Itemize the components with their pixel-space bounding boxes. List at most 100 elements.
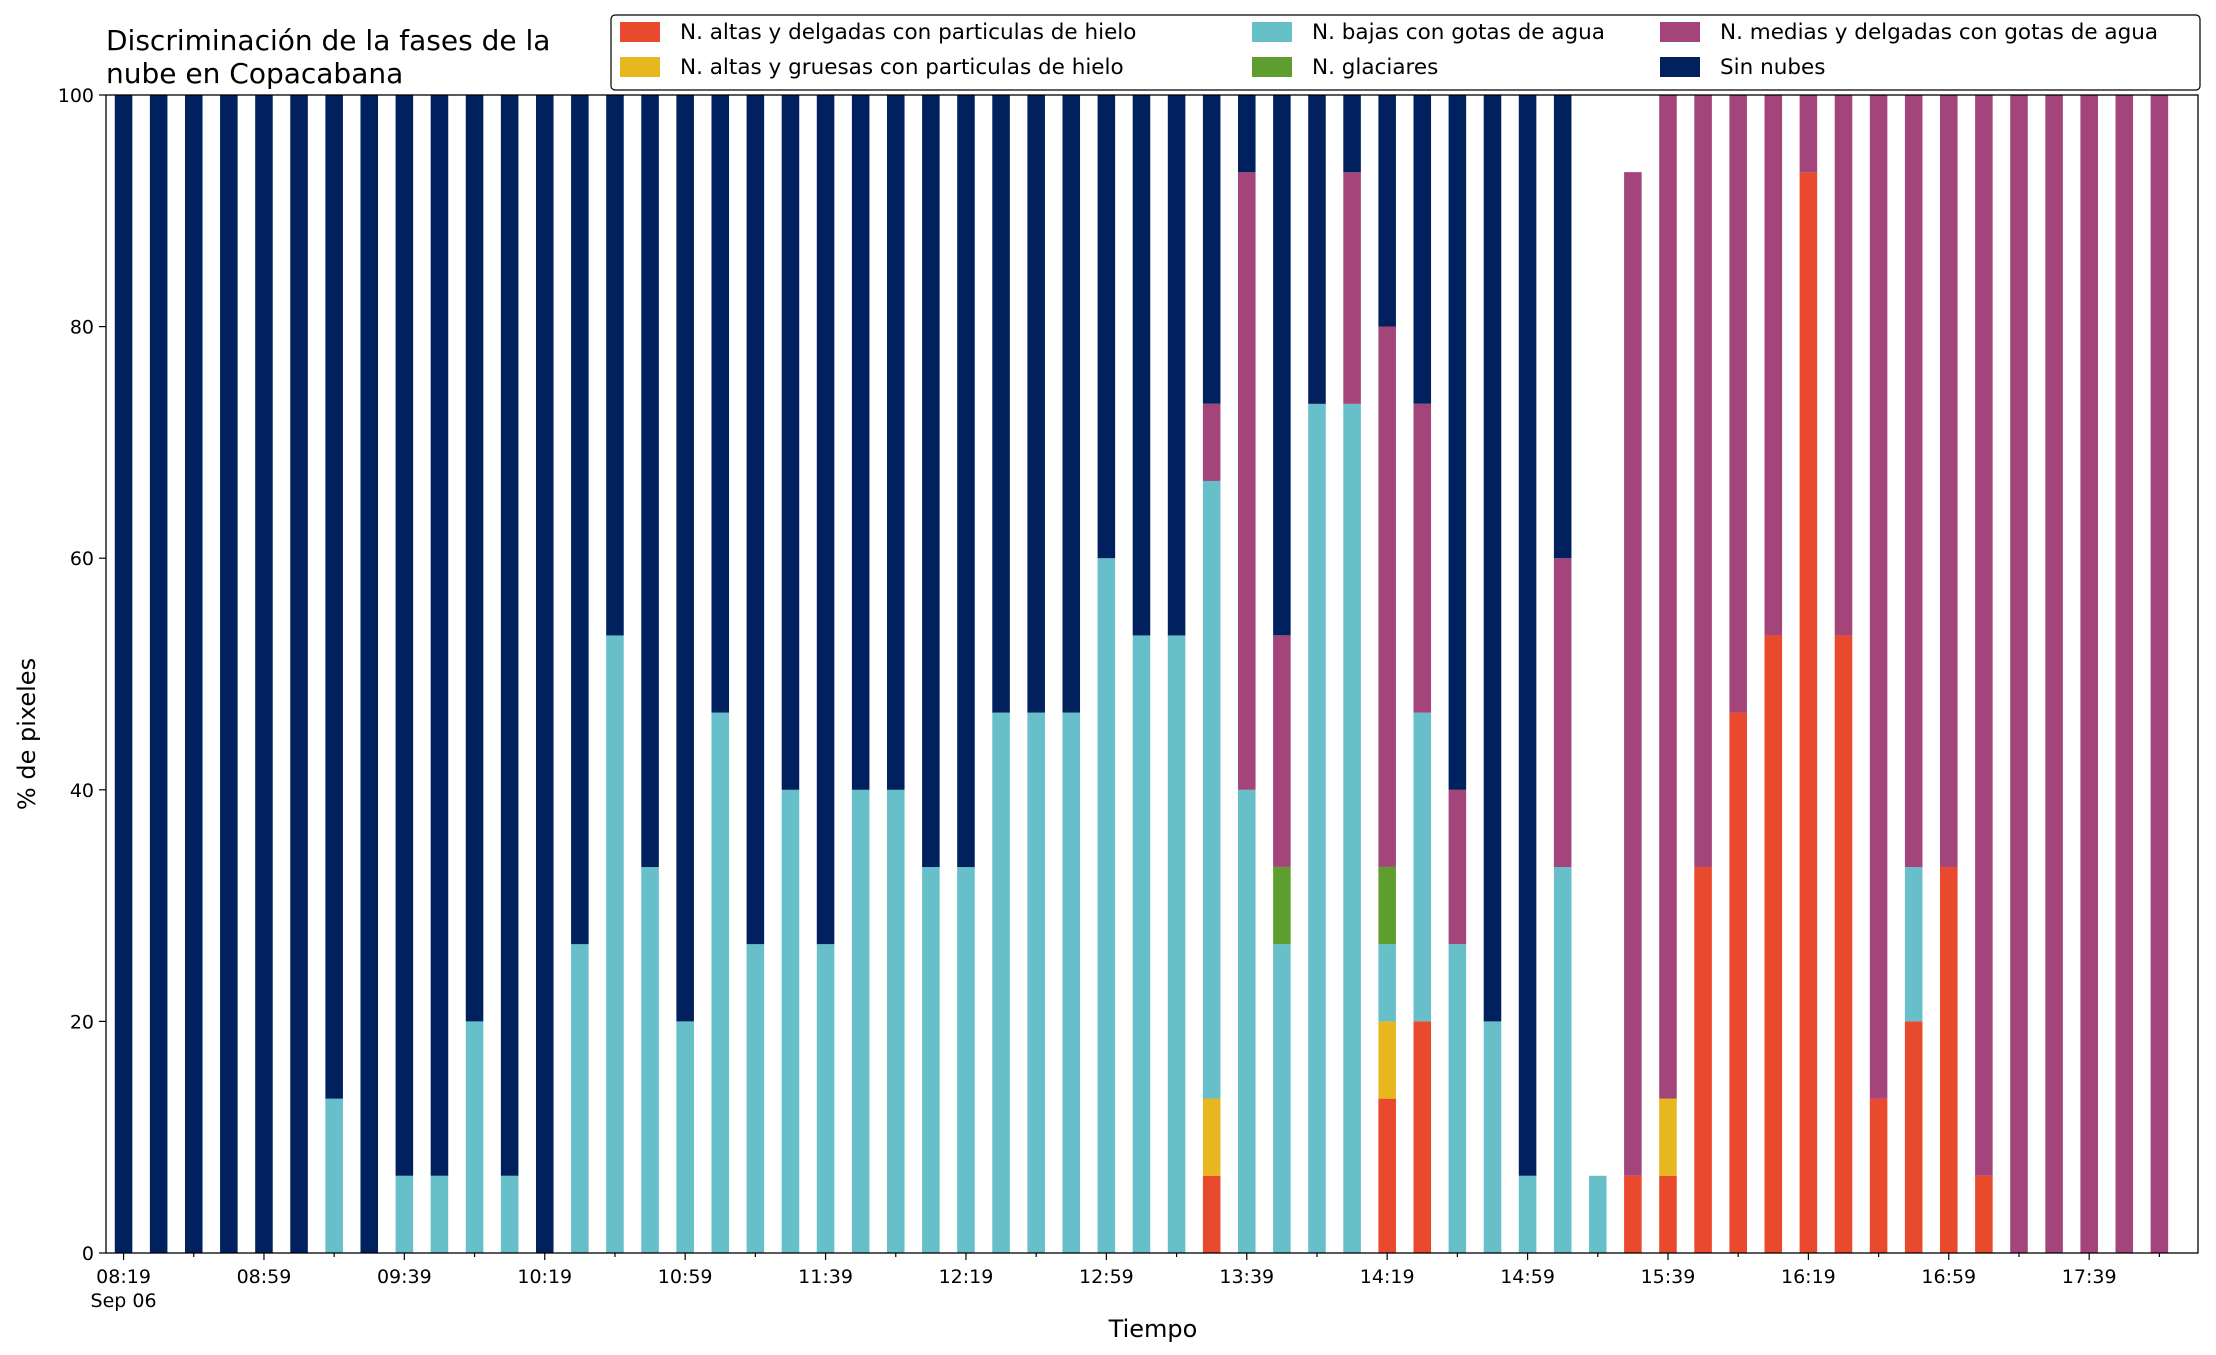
x-tick-label: 15:39 [1641,1266,1696,1288]
bar-segment-41-s4 [1553,558,1572,868]
bar-segment-10-s5 [465,95,484,1022]
bar-segment-44-s0 [1659,1175,1677,1253]
legend-label: N. medias y delgadas con gotas de agua [1720,20,2158,45]
bar-segment-47-s4 [1764,95,1783,636]
bar-segment-21-s5 [851,95,870,790]
bar-segment-9-s2 [430,1175,449,1253]
bar-segment-53-s0 [1975,1175,1993,1253]
bar-segment-53-s4 [1975,95,1993,1176]
legend-swatch [1252,22,1292,42]
bar-segment-25-s5 [992,95,1010,713]
bar-segment-39-s2 [1483,1021,1502,1253]
bar-segment-18-s2 [746,944,765,1253]
bar-segment-14-s2 [606,635,624,1253]
bar-segment-35-s4 [1343,172,1361,404]
bar-segment-10-s2 [465,1021,484,1253]
bar-segment-45-s4 [1694,95,1712,868]
bar-segment-8-s5 [395,95,414,1176]
bar-segment-32-s5 [1238,95,1256,173]
bar-segment-44-s4 [1659,94,1677,1099]
bar-segment-51-s2 [1904,867,1923,1022]
bar-segment-36-s5 [1378,94,1396,327]
x-tick-label: 14:19 [1360,1266,1415,1288]
bar-segment-29-s2 [1132,635,1151,1253]
bar-segment-14-s5 [606,95,624,636]
bar-segment-1-s5 [149,95,168,1253]
x-tick-label: 12:59 [1079,1266,1134,1288]
bar-segment-23-s2 [922,867,940,1253]
x-tick-label: 08:59 [237,1266,292,1288]
bar-segment-46-s4 [1729,95,1747,713]
bar-segment-38-s5 [1448,95,1467,790]
bar-segment-13-s2 [571,944,589,1253]
bar-segment-37-s2 [1413,712,1432,1022]
bar-segment-49-s4 [1834,95,1853,636]
bar-segment-12-s5 [535,95,554,1253]
legend-swatch [1660,22,1700,42]
bar-segment-40-s5 [1518,95,1537,1176]
bar-segment-32-s4 [1238,172,1256,790]
bar-segment-26-s5 [1027,95,1045,713]
bar-segment-15-s2 [641,867,659,1253]
bar-segment-24-s5 [957,95,975,868]
bar-segment-37-s4 [1413,403,1432,713]
bar-segment-22-s2 [886,789,905,1253]
chart-title-line-1: Discriminación de la fases de la [106,24,550,57]
bar-segment-17-s5 [711,95,730,713]
bar-segment-11-s2 [500,1175,519,1253]
x-tick-label: 11:39 [798,1266,853,1288]
bar-segment-34-s5 [1308,95,1326,404]
chart-title-line-2: nube en Copacabana [106,57,403,90]
bar-segment-34-s2 [1308,403,1326,1254]
bar-segment-37-s5 [1413,94,1432,404]
bar-segment-16-s2 [676,1021,694,1253]
bar-segment-9-s5 [430,95,449,1176]
bar-segment-31-s0 [1202,1175,1221,1253]
bar-segment-51-s4 [1904,95,1923,868]
bar-segment-35-s2 [1343,403,1361,1254]
bar-segment-22-s5 [886,95,905,790]
legend-swatch [1252,57,1292,77]
bar-segment-35-s5 [1343,95,1361,173]
bar-segment-52-s0 [1940,867,1958,1253]
y-tick-label: 20 [70,1011,94,1033]
bar-segment-31-s2 [1202,480,1221,1099]
legend: N. altas y delgadas con particulas de hi… [610,14,2201,91]
bar-segment-26-s2 [1027,712,1045,1253]
x-tick-label: 16:19 [1781,1266,1836,1288]
plot-frame [105,94,2199,1254]
chart-title: Discriminación de la fases de la nube en… [106,24,550,90]
bar-segment-52-s4 [1940,95,1958,868]
x-tick-label: Sep 06 [91,1290,157,1312]
bar-segment-28-s5 [1097,95,1116,559]
legend-label: N. altas y gruesas con particulas de hie… [680,55,1124,80]
bar-segment-31-s4 [1202,403,1221,481]
bars-layer [114,94,2169,1254]
bar-segment-30-s2 [1167,635,1186,1253]
legend-label: N. glaciares [1312,55,1438,80]
bar-segment-25-s2 [992,712,1010,1253]
bar-segment-36-s3 [1378,866,1396,945]
y-tick-label: 0 [82,1243,94,1265]
bar-segment-41-s2 [1553,867,1572,1253]
bar-segment-36-s1 [1378,1021,1396,1099]
x-axis-label: Tiempo [1108,1315,1198,1343]
bar-segment-6-s5 [325,95,343,1099]
bar-segment-45-s0 [1694,867,1712,1253]
bar-segment-33-s5 [1273,94,1291,636]
y-axis-label: % de pixeles [13,658,41,810]
bar-segment-4-s5 [255,95,273,1253]
x-tick-label: 08:19 [96,1266,151,1288]
bar-segment-58-s4 [2150,95,2169,1253]
bar-segment-54-s4 [2010,95,2028,1253]
x-tick-label: 16:59 [1921,1266,1976,1288]
bar-segment-50-s0 [1869,1098,1888,1253]
bar-segment-43-s0 [1624,1175,1642,1253]
bar-segment-6-s2 [325,1098,343,1253]
bar-segment-2-s5 [184,95,203,1253]
bar-segment-42-s2 [1589,1175,1607,1253]
bar-segment-23-s5 [922,95,940,868]
x-tick-label: 12:19 [939,1266,994,1288]
